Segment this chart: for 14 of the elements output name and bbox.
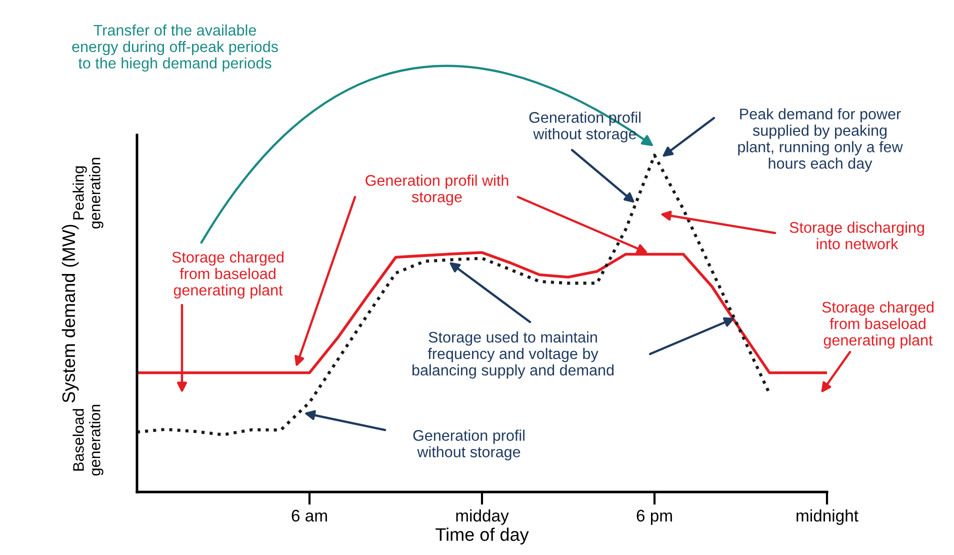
annotation: Storage charged from baseload generating plant <box>822 301 934 349</box>
annotation: Generation profil with storage <box>366 174 508 206</box>
text: Baseload generation <box>72 404 104 476</box>
text: Transfer of the available energy during off-peak periods to the hiegh demand periods <box>72 24 278 72</box>
annotation: Storage discharging into network <box>790 222 924 250</box>
annotation: Peak demand for power supplied by peaking plant, running only a few hours each day <box>738 108 903 172</box>
x-tick-label: 6 pm <box>636 510 672 525</box>
x-tick-label: midnight <box>796 509 858 525</box>
annotation: Storage charged from baseload generating plant <box>172 251 284 299</box>
annotation: Storage used to maintain frequency and voltage by balancing supply and demand <box>412 331 614 379</box>
x-axis-title: Time of day <box>436 528 529 545</box>
x-tick-label: 6 am <box>292 510 327 522</box>
x-tick-label: midday <box>456 509 509 525</box>
annotation: Generation profil without storage <box>413 430 524 460</box>
